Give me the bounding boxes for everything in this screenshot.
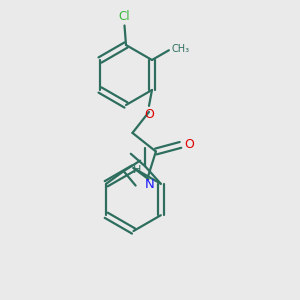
Text: O: O xyxy=(144,108,154,121)
Text: CH₃: CH₃ xyxy=(171,44,189,54)
Text: H: H xyxy=(133,165,141,175)
Text: O: O xyxy=(184,138,194,152)
Text: N: N xyxy=(145,178,155,191)
Text: Cl: Cl xyxy=(119,10,130,22)
